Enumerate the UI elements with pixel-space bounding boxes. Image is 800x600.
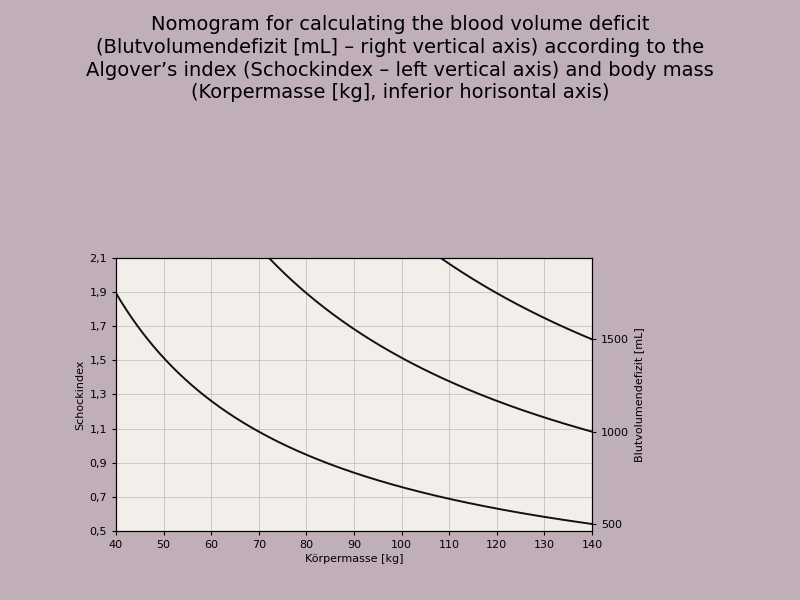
Y-axis label: Schockindex: Schockindex: [75, 359, 85, 430]
Text: Nomogram for calculating the blood volume deficit
(Blutvolumendefizit [mL] – rig: Nomogram for calculating the blood volum…: [86, 15, 714, 102]
Y-axis label: Blutvolumendefizit [mL]: Blutvolumendefizit [mL]: [634, 327, 645, 462]
X-axis label: Körpermasse [kg]: Körpermasse [kg]: [305, 554, 403, 564]
